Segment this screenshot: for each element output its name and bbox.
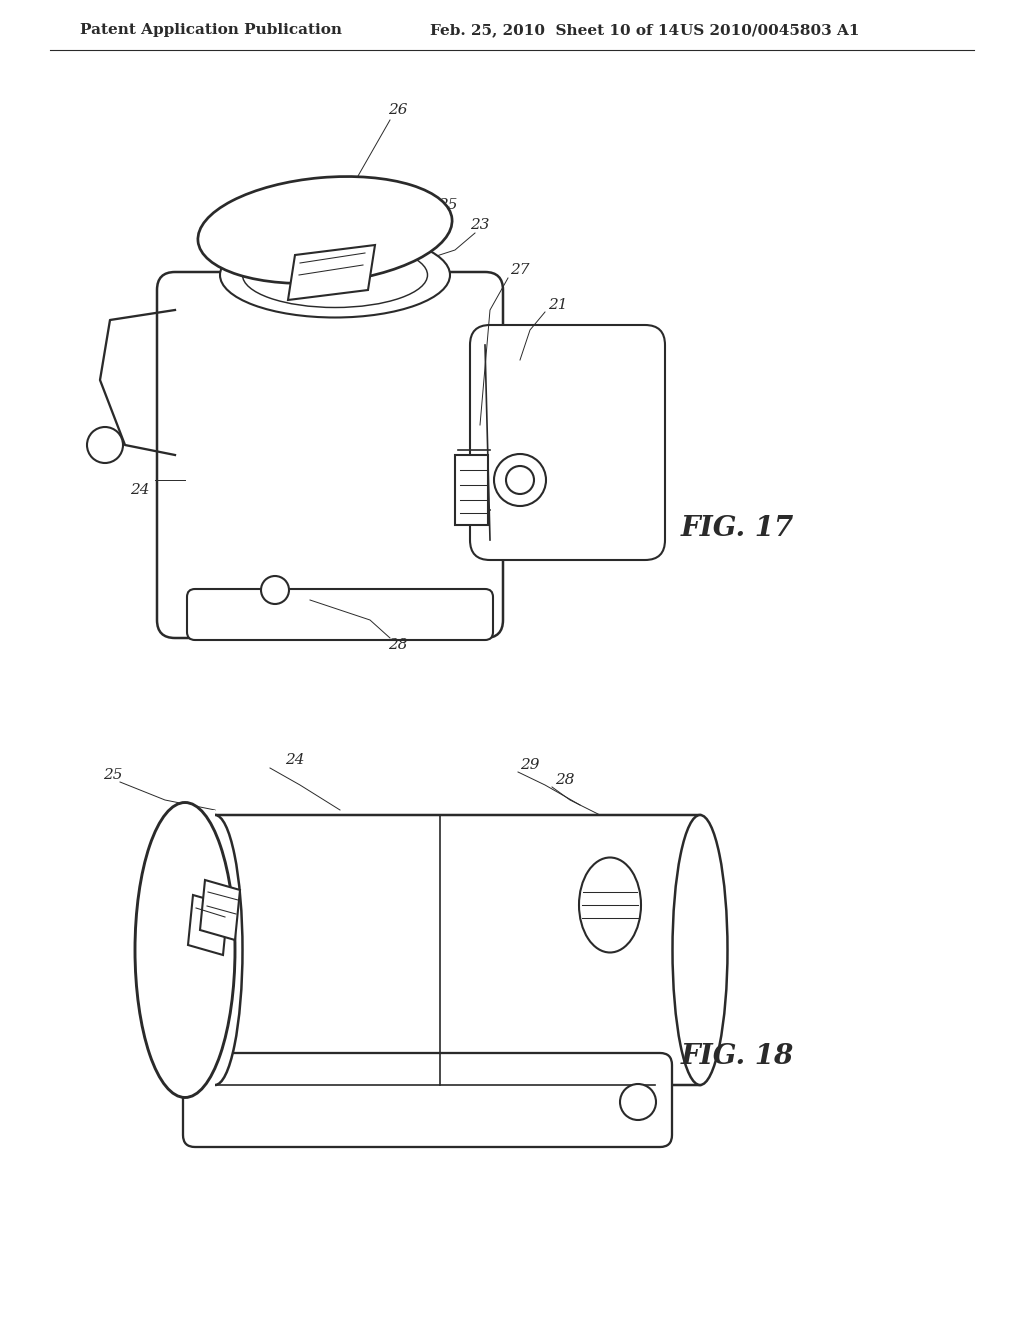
Circle shape [261,576,289,605]
Text: 28: 28 [388,638,408,652]
Text: 23: 23 [103,822,123,837]
Circle shape [620,1084,656,1119]
Text: Patent Application Publication: Patent Application Publication [80,22,342,37]
Polygon shape [200,880,240,940]
Polygon shape [188,895,228,954]
Circle shape [506,466,534,494]
FancyBboxPatch shape [183,1053,672,1147]
Text: 23: 23 [470,218,489,232]
Ellipse shape [220,232,450,318]
Polygon shape [455,455,488,525]
Text: 25: 25 [438,198,458,213]
Text: FIG. 17: FIG. 17 [680,515,794,541]
Ellipse shape [198,177,453,284]
Ellipse shape [135,803,234,1097]
Text: 29: 29 [520,758,540,772]
Circle shape [87,426,123,463]
Text: 21: 21 [548,298,567,312]
Text: US 2010/0045803 A1: US 2010/0045803 A1 [680,22,859,37]
Text: 24: 24 [130,483,150,498]
Polygon shape [288,246,375,300]
Circle shape [494,454,546,506]
Ellipse shape [579,858,641,953]
Text: 24: 24 [286,752,305,767]
Text: 27: 27 [510,263,529,277]
Text: FIG. 18: FIG. 18 [680,1043,794,1069]
FancyBboxPatch shape [187,589,493,640]
FancyBboxPatch shape [470,325,665,560]
Ellipse shape [243,243,427,308]
Text: 28: 28 [555,774,574,787]
Text: Feb. 25, 2010  Sheet 10 of 14: Feb. 25, 2010 Sheet 10 of 14 [430,22,679,37]
Text: 26: 26 [98,913,118,927]
Ellipse shape [673,814,727,1085]
FancyBboxPatch shape [157,272,503,638]
Text: 26: 26 [388,103,408,117]
Text: 25: 25 [103,768,123,781]
FancyBboxPatch shape [50,810,215,1090]
Ellipse shape [187,814,243,1085]
